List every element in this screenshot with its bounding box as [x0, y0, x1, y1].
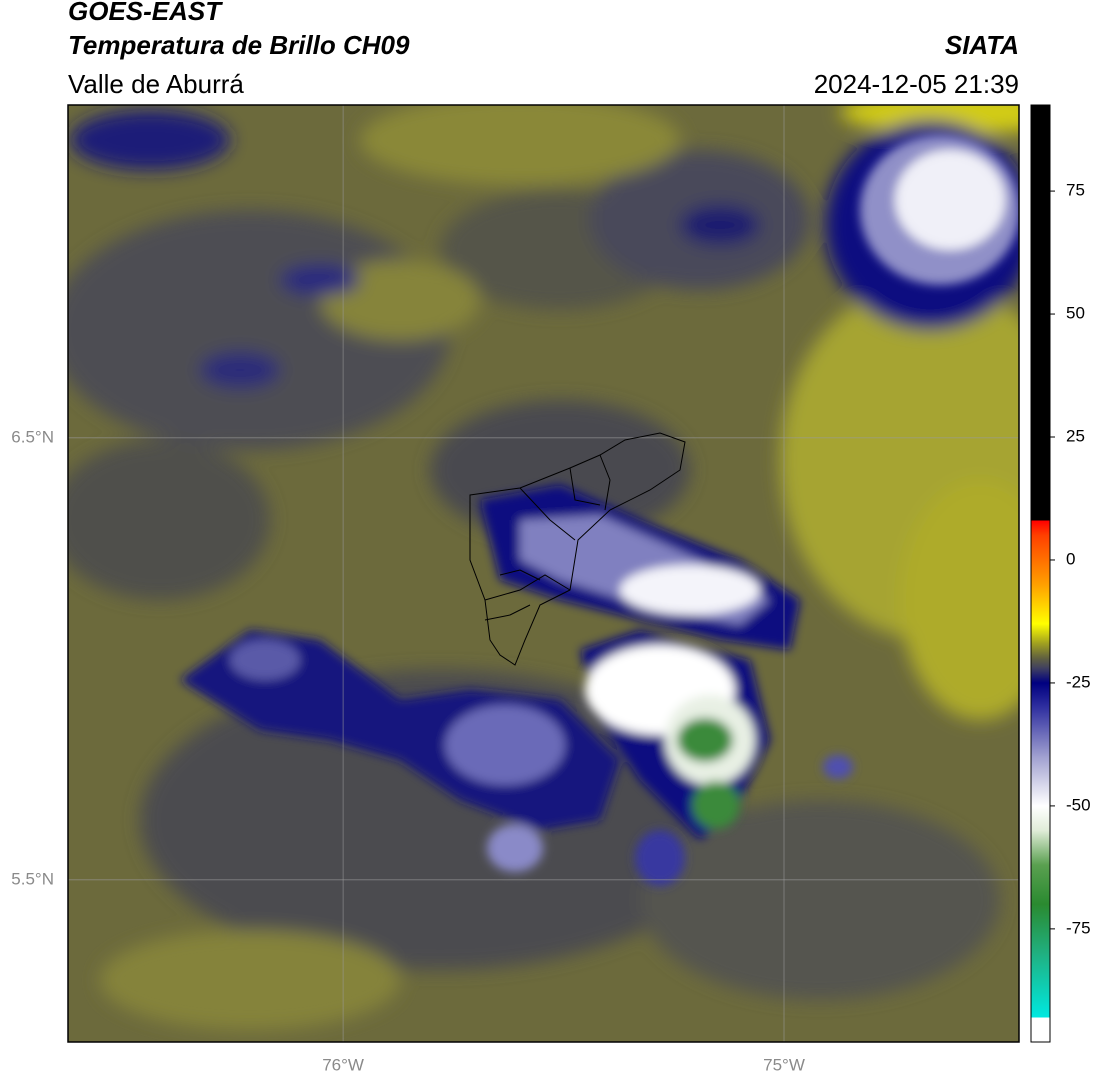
colorbar-tick-label: -25 [1066, 672, 1091, 691]
map-frame [67, 104, 1020, 1043]
valle-de-aburra-boundary [469, 432, 686, 666]
colorbar-fill [1030, 104, 1051, 1043]
subtitle: Temperatura de Brillo CH09 [68, 30, 410, 60]
region: Valle de Aburrá [68, 69, 244, 99]
lon-tick-label: 75°W [763, 1055, 805, 1074]
title: GOES-EAST [68, 0, 223, 26]
datetime: 2024-12-05 21:39 [814, 69, 1019, 99]
colorbar-tick-label: 75 [1066, 181, 1085, 200]
colorbar-tick-label: 50 [1066, 304, 1085, 323]
colorbar-tick-label: 0 [1066, 549, 1075, 568]
colorbar: 75 50 25 0 -25 -50 -75 [1030, 104, 1091, 1043]
lat-tick-label: 6.5°N [11, 427, 54, 446]
colorbar-tick-label: -50 [1066, 795, 1091, 814]
source: SIATA [945, 30, 1019, 60]
colorbar-tick-label: -75 [1066, 918, 1091, 937]
graticule [68, 105, 1019, 1042]
lon-tick-label: 76°W [322, 1055, 364, 1074]
colorbar-tick-label: 25 [1066, 426, 1085, 445]
lat-tick-label: 5.5°N [11, 869, 54, 888]
satellite-image [68, 105, 1019, 1042]
